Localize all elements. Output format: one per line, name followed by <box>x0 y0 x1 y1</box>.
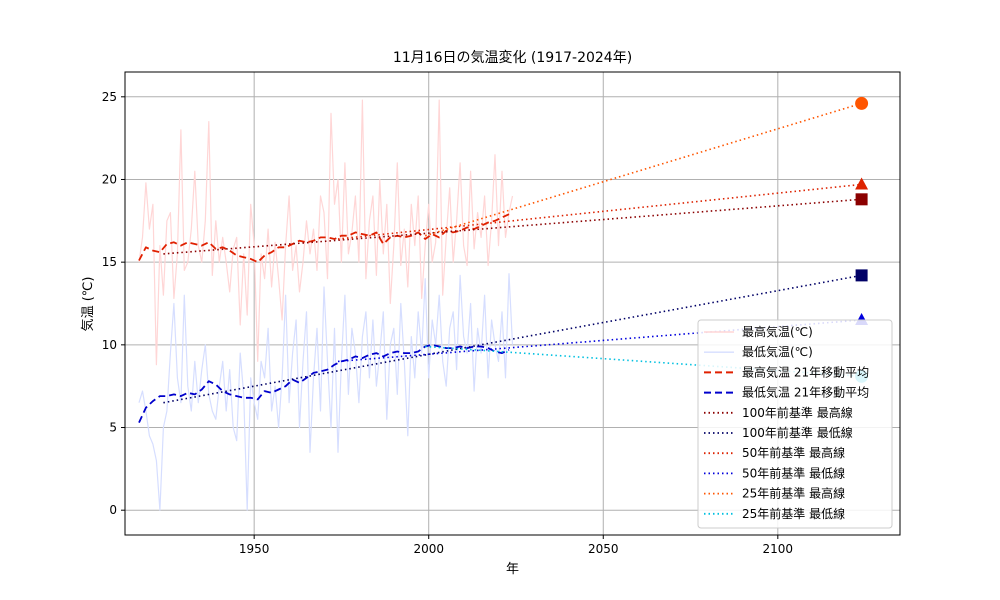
y-tick-label: 5 <box>109 421 117 435</box>
series-line-raw-min <box>138 273 514 511</box>
marker-triangle-trend-max-50 <box>855 177 869 190</box>
legend-label-raw-min: 最低気温(℃) <box>742 344 813 359</box>
legend-label-ma-max: 最高気温 21年移動平均 <box>742 364 869 379</box>
legend-box <box>697 319 893 529</box>
x-tick-label: 2000 <box>413 542 444 556</box>
x-tick-label: 2100 <box>763 542 794 556</box>
ticks: 1950 2000 2050 2100 0 5 10 15 20 25 <box>102 90 793 556</box>
marker-square-trend-max-100 <box>855 193 868 206</box>
y-tick-label: 20 <box>102 172 117 186</box>
y-tick-label: 10 <box>102 338 117 352</box>
legend-label-trend-max-100: 100年前基準 最高線 <box>742 405 853 420</box>
legend-label-trend-min-50: 50年前基準 最低線 <box>742 465 845 480</box>
marker-square-trend-min-100 <box>855 269 868 282</box>
y-tick-label: 0 <box>109 503 117 517</box>
legend-label-trend-min-100: 100年前基準 最低線 <box>742 425 853 440</box>
legend-label-trend-max-50: 50年前基準 最高線 <box>742 445 845 460</box>
y-tick-label: 25 <box>102 90 117 104</box>
plot-frame <box>124 71 901 536</box>
series-line-raw-max <box>138 99 514 366</box>
x-tick-label: 2050 <box>588 542 619 556</box>
legend-label-trend-max-25: 25年前基準 最高線 <box>742 486 845 501</box>
x-axis-label: 年 <box>506 562 519 577</box>
y-axis-label: 気温 (℃) <box>80 277 96 332</box>
legend-label-ma-min: 最低気温 21年移動平均 <box>742 385 869 400</box>
series-layer <box>138 99 862 511</box>
legend-label-trend-min-25: 25年前基準 最低線 <box>742 506 845 521</box>
marker-circle-trend-max-25 <box>855 96 869 110</box>
chart-title: 11月16日の気温変化 (1917-2024年) <box>393 49 632 66</box>
legend-label-raw-max: 最高気温(℃) <box>742 324 813 339</box>
series-line-trend-min-100 <box>163 274 862 404</box>
series-line-ma-min <box>138 343 510 423</box>
y-tick-label: 15 <box>102 255 117 269</box>
x-tick-label: 1950 <box>239 542 270 556</box>
